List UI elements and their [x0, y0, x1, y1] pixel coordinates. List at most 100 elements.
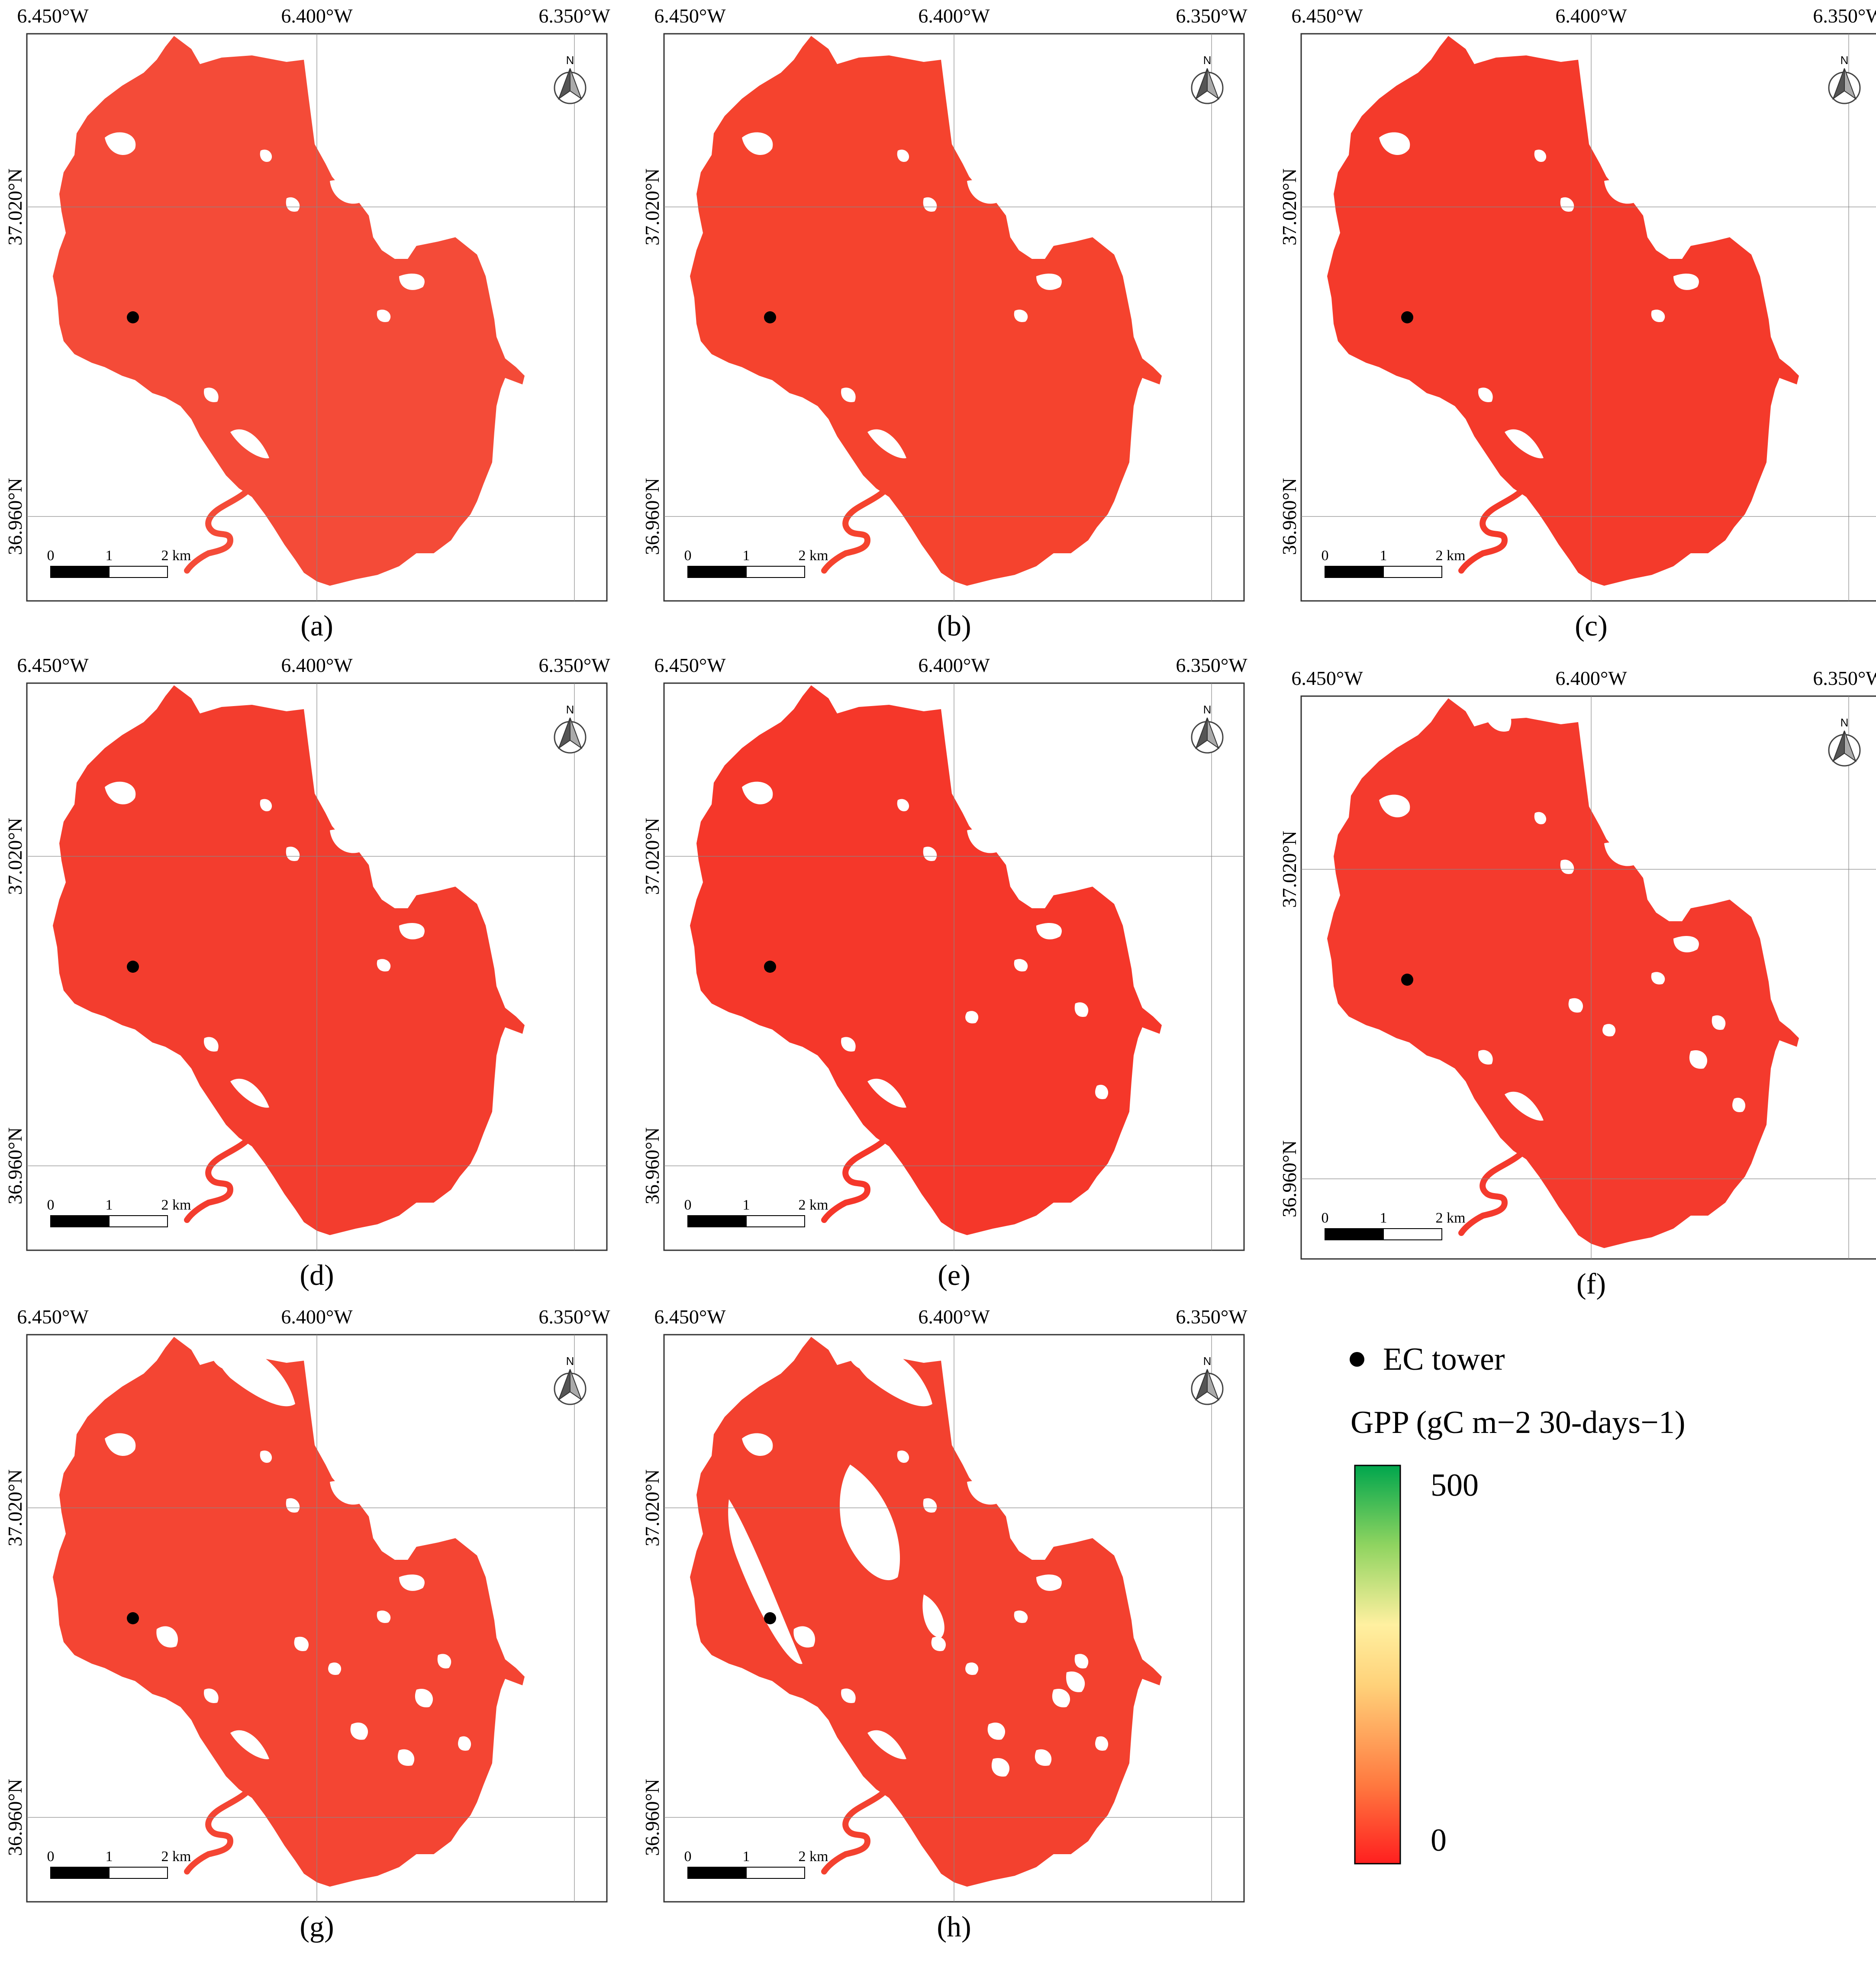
no-data-gap [1014, 1610, 1028, 1623]
no-data-gap [204, 1688, 219, 1703]
no-data-gap [105, 781, 136, 804]
no-data-gap [1560, 197, 1574, 212]
no-data-gap [1712, 1015, 1726, 1030]
lon-label: 6.450°W [654, 654, 726, 676]
gpp-raster [53, 1337, 525, 1887]
no-data-gap [204, 1037, 219, 1052]
no-data-gap [931, 1636, 946, 1651]
map-svg-a: 6.450°W 6.400°W 6.350°W N 0 1 2 km 37.020°N 36.9… [4, 5, 610, 642]
river-channel [184, 483, 255, 574]
svg-text:2 km: 2 km [799, 1197, 828, 1213]
ec-tower-marker [127, 311, 139, 323]
no-data-gap [987, 1722, 1006, 1740]
lon-label: 6.350°W [538, 1306, 610, 1328]
no-data-gap [1478, 1050, 1493, 1065]
svg-text:1: 1 [743, 1849, 750, 1865]
no-data-gap [1651, 310, 1665, 322]
no-data-gap [1074, 1654, 1089, 1668]
svg-text:0: 0 [1322, 548, 1329, 564]
lon-label: 6.450°W [1291, 667, 1363, 689]
lon-label: 6.400°W [918, 654, 990, 676]
no-data-gap [923, 197, 937, 212]
map-panel-c: 6.450°W 6.400°W 6.350°W N 0 1 2 km 37.020°N 36.9… [1274, 0, 1876, 642]
no-data-gap [1036, 923, 1062, 939]
svg-text:0: 0 [47, 1197, 55, 1213]
svg-text:N: N [1203, 703, 1212, 716]
no-data-gap [841, 387, 856, 402]
scale-bar: 0 1 2 km [47, 1849, 191, 1879]
lat-label: 36.960°N [4, 1779, 26, 1856]
no-data-gap [377, 1610, 391, 1623]
no-data-gap [991, 1758, 1010, 1777]
gpp-raster [53, 36, 525, 586]
lon-label: 6.400°W [281, 5, 353, 27]
lon-label: 6.350°W [1176, 654, 1247, 676]
gpp-max-label: 500 [1431, 1468, 1479, 1503]
gpp-min-label: 0 [1431, 1823, 1447, 1858]
no-data-gap [841, 1688, 856, 1703]
no-data-gap [204, 387, 219, 402]
lon-label: 6.450°W [17, 5, 89, 27]
no-data-gap [260, 799, 272, 811]
svg-text:N: N [1203, 54, 1212, 67]
svg-text:2 km: 2 km [1436, 1210, 1466, 1226]
svg-text:2 km: 2 km [799, 548, 828, 564]
lon-label: 6.400°W [918, 5, 990, 27]
no-data-gap [230, 1078, 269, 1108]
lat-label: 37.020°N [1278, 831, 1300, 908]
north-arrow-icon: N [1191, 1355, 1224, 1405]
scale-bar: 0 1 2 km [684, 548, 828, 578]
legend: EC tower GPP (gC m−2 30-days−1) 500 0 [1333, 1333, 1831, 1896]
ec-tower-marker [764, 311, 776, 323]
svg-text:1: 1 [106, 548, 113, 564]
no-data-gap [742, 1433, 773, 1456]
river-channel [1458, 483, 1529, 574]
no-data-gap [286, 846, 300, 861]
panel-caption: (f) [1576, 1267, 1606, 1300]
no-data-gap [1560, 859, 1574, 874]
no-data-gap [330, 1481, 361, 1505]
scale-bar: 0 1 2 km [47, 548, 191, 578]
map-svg-g: 6.450°W 6.400°W 6.350°W N 0 1 2 km 37.020°N 36.9… [4, 1306, 610, 1943]
no-data-gap [1604, 180, 1635, 204]
lat-label: 37.020°N [641, 1469, 663, 1546]
no-data-gap [841, 1037, 856, 1052]
gpp-colorbar [1354, 1465, 1401, 1865]
no-data-gap [1379, 132, 1410, 155]
svg-text:2 km: 2 km [1436, 548, 1466, 564]
svg-text:0: 0 [684, 1849, 692, 1865]
north-arrow-icon: N [1828, 716, 1861, 767]
no-data-gap [1483, 704, 1512, 732]
north-arrow-icon: N [1191, 703, 1224, 754]
svg-text:2 km: 2 km [161, 1197, 191, 1213]
lat-label: 36.960°N [641, 1779, 663, 1856]
no-data-gap [1036, 274, 1062, 290]
no-data-gap [330, 829, 361, 853]
lat-label: 36.960°N [4, 478, 26, 555]
lat-label: 36.960°N [1278, 478, 1300, 555]
svg-text:N: N [566, 1355, 574, 1368]
panel-caption: (b) [937, 609, 971, 642]
map-panel-b: 6.450°W 6.400°W 6.350°W N 0 1 2 km 37.020°N 36.9… [637, 0, 1252, 642]
no-data-gap [1534, 149, 1547, 162]
no-data-gap [793, 1626, 815, 1648]
no-data-gap [1568, 998, 1583, 1013]
svg-text:0: 0 [1322, 1210, 1329, 1226]
svg-text:2 km: 2 km [799, 1849, 828, 1865]
no-data-gap [1505, 1091, 1544, 1121]
lon-label: 6.400°W [1555, 5, 1627, 27]
svg-text:N: N [1841, 716, 1849, 729]
map-svg-d: 6.450°W 6.400°W 6.350°W N 0 1 2 km 37.020°N 36.9… [4, 654, 610, 1291]
lat-label: 37.020°N [1278, 168, 1300, 245]
river-channel [1458, 1145, 1529, 1236]
no-data-gap [458, 1736, 471, 1751]
no-data-gap [967, 1481, 998, 1505]
no-data-gap [1066, 1671, 1085, 1692]
lon-label: 6.350°W [1176, 1306, 1247, 1328]
panel-caption: (h) [937, 1910, 971, 1943]
svg-text:1: 1 [1380, 548, 1387, 564]
river-channel [184, 1784, 255, 1875]
svg-text:0: 0 [684, 1197, 692, 1213]
no-data-gap [1052, 1689, 1070, 1707]
no-data-gap [1604, 842, 1635, 866]
